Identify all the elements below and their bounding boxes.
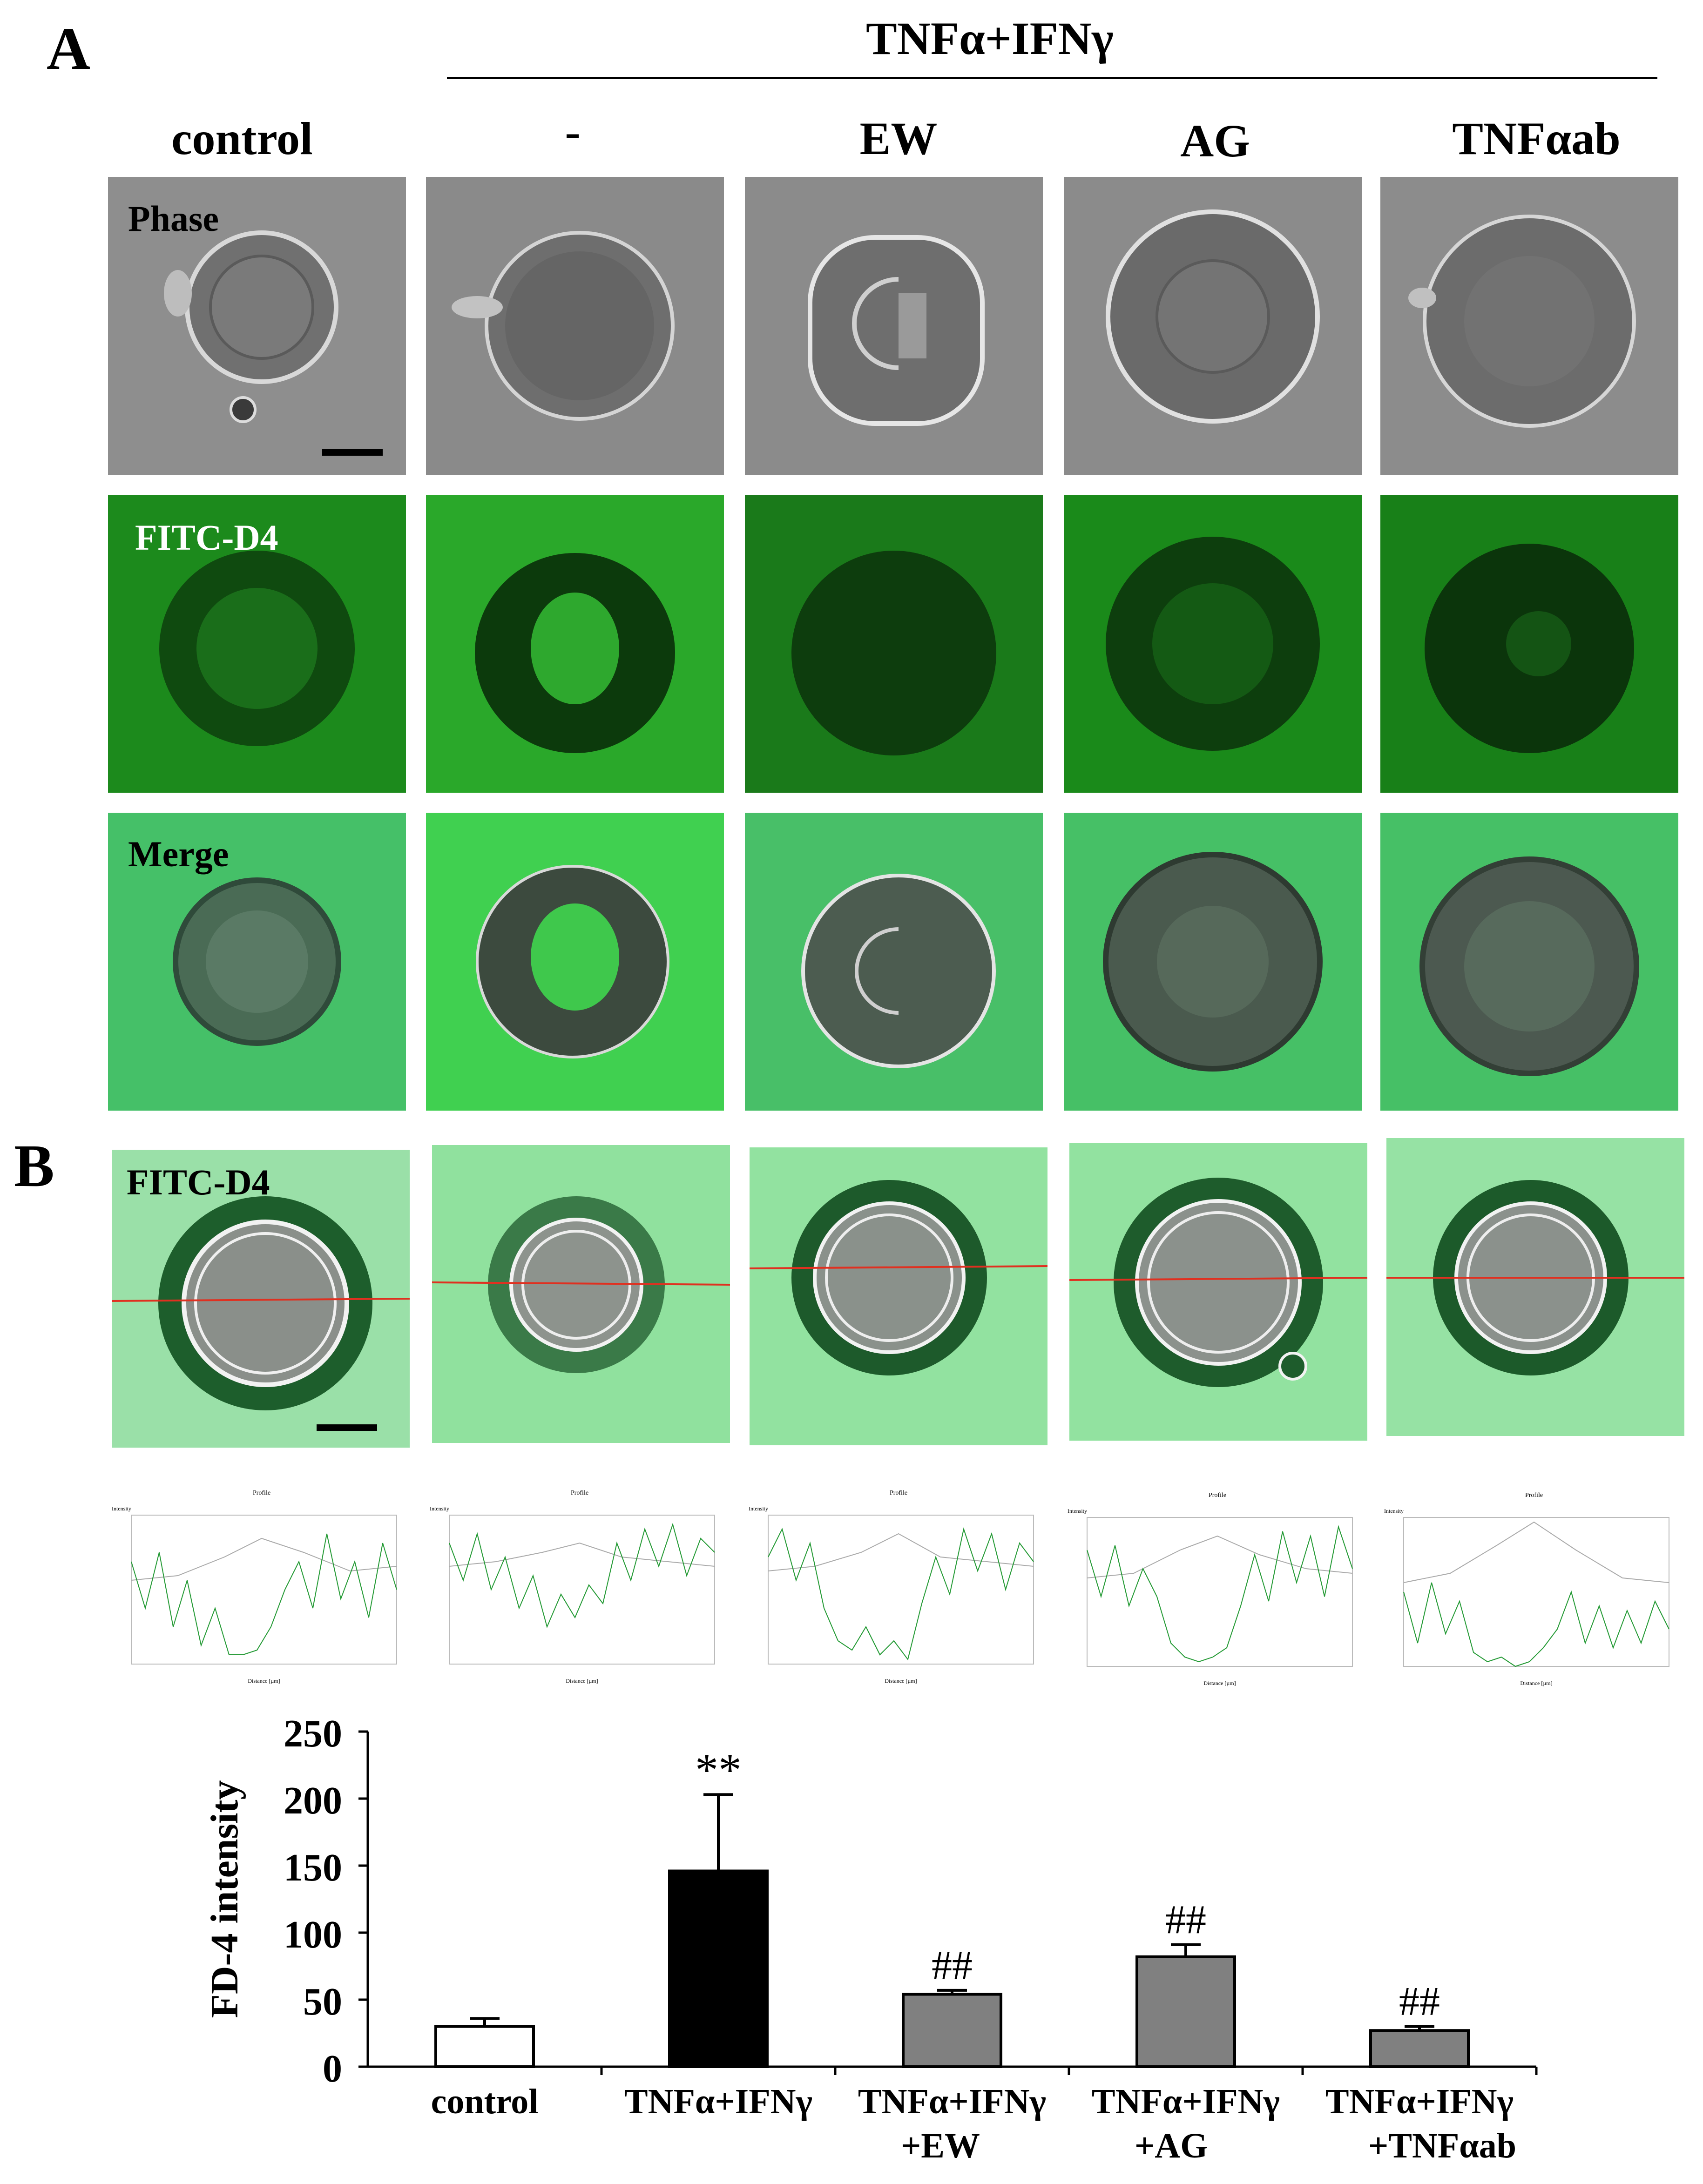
- panel-b-image-tnfab: [1386, 1138, 1684, 1436]
- profile-title: Profile: [253, 1490, 270, 1496]
- profile-ylabel: Intensity: [1068, 1508, 1087, 1514]
- bar: [434, 2025, 535, 2068]
- profile-xlabel: Distance [µm]: [885, 1678, 917, 1684]
- profile-line-gray: [449, 1542, 715, 1567]
- phase-image-ag: [1064, 177, 1362, 475]
- y-tick-label: 200: [284, 1779, 342, 1822]
- profile-plot-ag: Profile Intensity Distance [µm]: [1064, 1490, 1362, 1694]
- phase-image-tnfab: [1380, 177, 1678, 475]
- profile-line-gray: [1087, 1535, 1353, 1578]
- column-label-control: control: [171, 113, 313, 164]
- merge-image-tnfab: [1380, 813, 1678, 1111]
- category-label: TNFα+IFNγ: [624, 2082, 812, 2121]
- profile-xlabel: Distance [µm]: [1203, 1680, 1236, 1686]
- bar: [1369, 2029, 1470, 2068]
- panel-b-image-none: [432, 1145, 730, 1443]
- phase-image-ew: [745, 177, 1043, 475]
- profile-xlabel: Distance [µm]: [248, 1678, 280, 1684]
- treatment-header: TNFα+IFNγ: [866, 13, 1114, 64]
- bar: [668, 1869, 769, 2068]
- profile-plot-ew: Profile Intensity Distance [µm]: [745, 1487, 1043, 1692]
- profile-xlabel: Distance [µm]: [566, 1678, 598, 1684]
- profile-ylabel: Intensity: [112, 1505, 131, 1512]
- column-label-ag: AG: [1180, 115, 1250, 167]
- phase-image-control: [108, 177, 406, 475]
- y-tick-label: 100: [284, 1913, 342, 1956]
- category-label: TNFα+IFNγ: [1092, 2082, 1280, 2121]
- fitc-image-control: [108, 495, 406, 793]
- fitc-image-none: [426, 495, 724, 793]
- profile-title: Profile: [571, 1490, 588, 1496]
- profile-plot-none: Profile Intensity Distance [µm]: [426, 1487, 724, 1692]
- phase-image-none: [426, 177, 724, 475]
- column-label-tnfab: TNFαab: [1452, 113, 1621, 164]
- profile-line-gray: [131, 1537, 397, 1581]
- profile-title: Profile: [1525, 1492, 1543, 1499]
- panel-b-letter: B: [14, 1132, 54, 1200]
- profile-ylabel: Intensity: [749, 1505, 768, 1512]
- y-tick-label: 150: [284, 1846, 342, 1889]
- profile-line-green: [131, 1533, 397, 1655]
- category-label: +AG: [1135, 2126, 1208, 2165]
- significance-label: ##: [1399, 1979, 1440, 2024]
- profile-title: Profile: [890, 1490, 907, 1496]
- profile-title: Profile: [1209, 1492, 1226, 1499]
- y-tick-label: 0: [323, 2047, 342, 2090]
- panel-b-image-control: [112, 1150, 410, 1448]
- profile-plot-tnfab: Profile Intensity Distance [µm]: [1380, 1490, 1678, 1694]
- merge-image-none: [426, 813, 724, 1111]
- column-label-none: -: [565, 106, 581, 157]
- fitc-image-tnfab: [1380, 495, 1678, 793]
- merge-image-control: [108, 813, 406, 1111]
- profile-ylabel: Intensity: [430, 1505, 449, 1512]
- profile-line-gray: [1403, 1521, 1669, 1583]
- profile-ylabel: Intensity: [1384, 1508, 1404, 1514]
- y-tick-label: 50: [303, 1980, 342, 2023]
- column-label-ew: EW: [859, 113, 938, 164]
- y-tick-label: 250: [284, 1712, 342, 1755]
- treatment-bracket-line: [447, 77, 1657, 79]
- bar: [902, 1993, 1002, 2068]
- merge-image-ag: [1064, 813, 1362, 1111]
- significance-label: ##: [932, 1943, 973, 1988]
- row-label-phase: Phase: [128, 198, 219, 239]
- profile-plot-control: Profile Intensity Distance [µm]: [108, 1487, 406, 1692]
- row-label-fitc-b: FITC-D4: [127, 1162, 270, 1202]
- bar: [1135, 1955, 1236, 2069]
- fitc-image-ew: [745, 495, 1043, 793]
- fd4-bar-chart: 0 50 100 150 200 250 FD-4 intensity control ** TN…: [203, 1712, 1538, 2165]
- fitc-image-ag: [1064, 495, 1362, 793]
- profile-line-green: [1087, 1525, 1353, 1663]
- panel-b-image-ew: [750, 1147, 1047, 1445]
- panel-a-letter: A: [47, 15, 90, 82]
- row-label-merge: Merge: [128, 834, 229, 874]
- category-label: TNFα+IFNγ: [1325, 2082, 1514, 2121]
- category-label: TNFα+IFNγ: [858, 2082, 1046, 2121]
- category-label: +EW: [901, 2126, 980, 2165]
- significance-label: ##: [1165, 1897, 1206, 1942]
- category-label: +TNFαab: [1368, 2126, 1516, 2165]
- profile-line-green: [768, 1527, 1034, 1661]
- merge-image-ew: [745, 813, 1043, 1111]
- profile-xlabel: Distance [µm]: [1520, 1680, 1552, 1686]
- y-axis-label: FD-4 intensity: [203, 1780, 246, 2018]
- category-label: control: [431, 2082, 539, 2121]
- significance-label: **: [695, 1744, 742, 1795]
- panel-b-image-ag: [1069, 1143, 1367, 1441]
- profile-line-green: [449, 1523, 715, 1629]
- profile-line-green: [1403, 1582, 1669, 1667]
- row-label-fitc: FITC-D4: [135, 517, 278, 558]
